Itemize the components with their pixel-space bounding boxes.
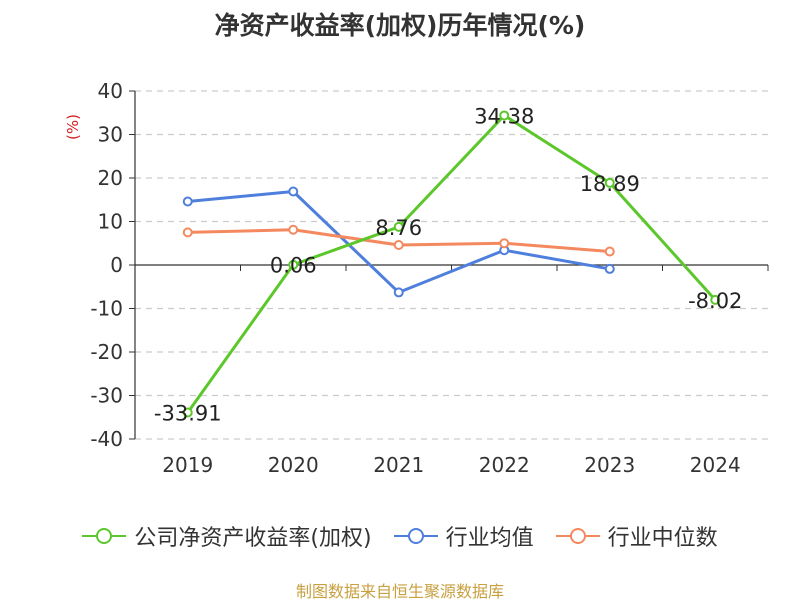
x-tick-label: 2021 bbox=[373, 453, 424, 477]
y-tick-label: -30 bbox=[90, 384, 123, 408]
data-label: 8.76 bbox=[375, 216, 422, 240]
data-point-1 bbox=[604, 263, 615, 274]
data-point-1 bbox=[182, 196, 193, 207]
data-label: 0.06 bbox=[270, 254, 317, 278]
data-point-0 bbox=[182, 407, 193, 418]
y-axis-label: (%) bbox=[64, 114, 82, 140]
legend-label-company-roe: 公司净资产收益率(加权) bbox=[134, 526, 372, 551]
y-tick-label: 20 bbox=[98, 166, 123, 190]
x-tick-label: 2020 bbox=[268, 453, 319, 477]
y-tick-label: -40 bbox=[90, 427, 123, 451]
y-tick-label: 0 bbox=[110, 253, 123, 277]
legend-marker-industry-median bbox=[555, 528, 600, 544]
x-tick-label: 2023 bbox=[584, 453, 635, 477]
data-point-0 bbox=[393, 221, 404, 232]
data-point-1 bbox=[393, 287, 404, 298]
legend: 公司净资产收益率(加权) 行业均值 行业中位数 bbox=[0, 520, 800, 552]
y-tick-label: 10 bbox=[98, 210, 123, 234]
x-tick-label: 2022 bbox=[479, 453, 530, 477]
data-point-0 bbox=[604, 177, 615, 188]
y-tick-label: 30 bbox=[98, 123, 123, 147]
legend-item-company-roe[interactable]: 公司净资产收益率(加权) bbox=[82, 520, 372, 552]
data-label: -8.02 bbox=[688, 289, 742, 313]
data-point-2 bbox=[182, 227, 193, 238]
data-point-2 bbox=[604, 246, 615, 257]
data-point-0 bbox=[499, 110, 510, 121]
y-tick-label: -10 bbox=[90, 297, 123, 321]
data-label: 34.38 bbox=[474, 104, 534, 128]
legend-marker-company-roe bbox=[82, 528, 127, 544]
x-tick-label: 2019 bbox=[162, 453, 213, 477]
series-line-0 bbox=[186, 113, 717, 414]
legend-item-industry-mean[interactable]: 行业均值 bbox=[393, 520, 534, 552]
legend-item-industry-median[interactable]: 行业中位数 bbox=[555, 520, 718, 552]
legend-marker-industry-mean bbox=[393, 528, 438, 544]
source-note: 制图数据来自恒生聚源数据库 bbox=[295, 582, 504, 601]
y-tick-label: -20 bbox=[90, 340, 123, 364]
y-tick-label: 40 bbox=[98, 79, 123, 103]
data-point-0 bbox=[710, 294, 721, 305]
data-point-2 bbox=[288, 224, 299, 235]
legend-label-industry-mean: 行业均值 bbox=[445, 526, 534, 551]
x-tick-label: 2024 bbox=[690, 453, 741, 477]
data-label: -33.91 bbox=[154, 402, 222, 426]
data-point-0 bbox=[288, 259, 299, 270]
chart-title: 净资产收益率(加权)历年情况(%) bbox=[214, 11, 586, 40]
legend-label-industry-median: 行业中位数 bbox=[607, 526, 718, 551]
data-label: 18.89 bbox=[580, 172, 640, 196]
data-point-2 bbox=[393, 239, 404, 250]
data-point-1 bbox=[288, 186, 299, 197]
data-point-2 bbox=[499, 238, 510, 249]
